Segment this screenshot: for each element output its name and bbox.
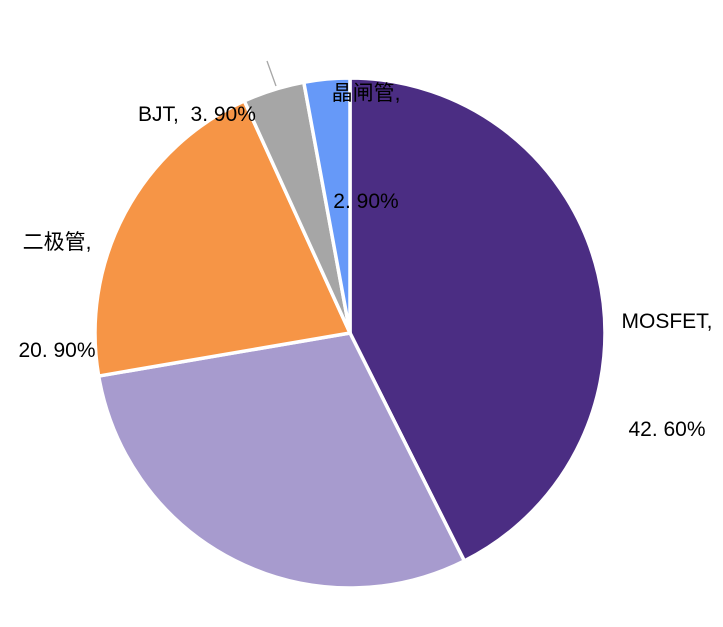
label-thyristor-value: 2. 90%	[333, 190, 399, 213]
label-thyristor-name: 晶闸管,	[331, 82, 401, 105]
pie-slice-晶闸管	[302, 76, 352, 335]
label-diode-value: 20. 90%	[18, 339, 96, 362]
label-mosfet-value: 42. 60%	[628, 418, 706, 441]
pie-slice-MOSFET	[348, 76, 607, 563]
label-diode: 二极管, 20. 90%	[18, 153, 95, 441]
label-igbt: IGBT, 29. 70%	[72, 584, 213, 627]
pie-slice-二极管	[93, 99, 352, 378]
pie-slices	[93, 76, 607, 590]
label-bjt-text: BJT, 3. 90%	[138, 103, 256, 126]
label-mosfet: MOSFET, 42. 60%	[621, 232, 712, 520]
pie-slice-IGBT	[96, 331, 467, 590]
label-bjt: BJT, 3. 90%	[138, 45, 256, 185]
label-mosfet-name: MOSFET,	[621, 310, 713, 333]
label-thyristor: 晶闸管, 2. 90%	[332, 4, 401, 292]
label-diode-name: 二极管,	[22, 231, 92, 254]
bjt-leader-line	[266, 60, 277, 87]
